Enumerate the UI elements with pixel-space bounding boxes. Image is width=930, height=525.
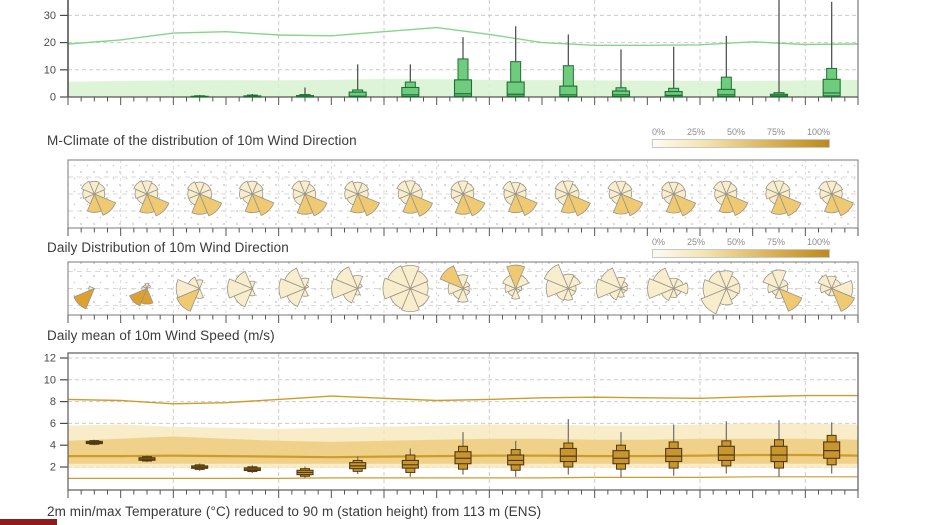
svg-text:20: 20 bbox=[44, 37, 56, 49]
temperature-title: 2m min/max Temperature (°C) reduced to 9… bbox=[47, 504, 542, 519]
wind-rose bbox=[133, 180, 170, 217]
wind-rose bbox=[175, 276, 204, 312]
legend-label-100: 100% bbox=[806, 127, 830, 137]
percent-legend-labels: 0% 25% 50% 75% 100% bbox=[652, 127, 830, 137]
wind-rose bbox=[291, 180, 328, 217]
svg-text:0: 0 bbox=[50, 92, 56, 104]
percent-legend-mclimate: 0% 25% 50% 75% 100% bbox=[652, 127, 830, 148]
wind-rose bbox=[765, 180, 802, 217]
wind-rose bbox=[554, 180, 591, 217]
wind-rose bbox=[661, 181, 697, 217]
wind-rose bbox=[73, 285, 96, 310]
wind-rose bbox=[502, 264, 530, 300]
wind-rose bbox=[382, 265, 430, 312]
wind-rose bbox=[762, 269, 803, 312]
wind-rose bbox=[238, 180, 275, 217]
wind-rose bbox=[278, 267, 310, 308]
percent-legend-daily: 0% 25% 50% 75% 100% bbox=[652, 237, 830, 258]
svg-text:4: 4 bbox=[50, 440, 56, 452]
wind-rose bbox=[81, 180, 117, 216]
percent-legend-labels: 0% 25% 50% 75% 100% bbox=[652, 237, 830, 247]
svg-text:30: 30 bbox=[44, 10, 56, 22]
svg-text:10: 10 bbox=[44, 374, 56, 386]
wind-rose bbox=[331, 266, 364, 304]
wind-rose bbox=[817, 274, 856, 312]
legend-label-0: 0% bbox=[652, 237, 666, 247]
wind-rose bbox=[227, 270, 256, 308]
wind-rose bbox=[129, 282, 154, 307]
wind-rose bbox=[607, 180, 644, 217]
svg-text:12: 12 bbox=[44, 353, 56, 365]
legend-label-50: 50% bbox=[726, 237, 745, 247]
legend-label-50: 50% bbox=[726, 127, 745, 137]
panel-top-boxplot: 0 10 20 30 bbox=[44, 0, 859, 105]
legend-label-75: 75% bbox=[766, 127, 785, 137]
wind-rose bbox=[818, 180, 854, 217]
svg-text:2: 2 bbox=[50, 462, 56, 474]
legend-label-25: 25% bbox=[686, 237, 705, 247]
svg-text:8: 8 bbox=[50, 396, 56, 408]
temperature-panel-red-strip bbox=[0, 519, 57, 525]
svg-text:10: 10 bbox=[44, 64, 56, 76]
legend-label-0: 0% bbox=[652, 127, 666, 137]
mclimate-rose-panel bbox=[67, 159, 859, 236]
wind-speed-panel: 2 4 6 8 10 12 bbox=[44, 352, 859, 498]
wind-rose bbox=[439, 265, 471, 303]
legend-label-75: 75% bbox=[766, 237, 785, 247]
wind-rose bbox=[502, 180, 538, 217]
daily-rose-panel bbox=[67, 261, 859, 323]
wind-rose bbox=[700, 270, 741, 315]
legend-label-100: 100% bbox=[806, 237, 830, 247]
wind-rose bbox=[344, 180, 380, 217]
wind-rose bbox=[712, 180, 749, 217]
wind-rose bbox=[396, 180, 434, 217]
wind-speed-title: Daily mean of 10m Wind Speed (m/s) bbox=[47, 328, 275, 343]
svg-text:6: 6 bbox=[50, 418, 56, 430]
daily-wind-direction-title: Daily Distribution of 10m Wind Direction bbox=[47, 240, 289, 255]
wind-rose bbox=[543, 263, 581, 302]
wind-rose bbox=[595, 267, 629, 301]
wind-rose bbox=[450, 180, 486, 217]
wind-rose bbox=[647, 267, 689, 302]
legend-label-25: 25% bbox=[686, 127, 705, 137]
mclimate-wind-direction-title: M-Climate of the distribution of 10m Win… bbox=[47, 133, 357, 148]
percent-gradient-bar bbox=[652, 139, 830, 148]
percent-gradient-bar bbox=[652, 249, 830, 258]
wind-rose bbox=[187, 181, 223, 217]
